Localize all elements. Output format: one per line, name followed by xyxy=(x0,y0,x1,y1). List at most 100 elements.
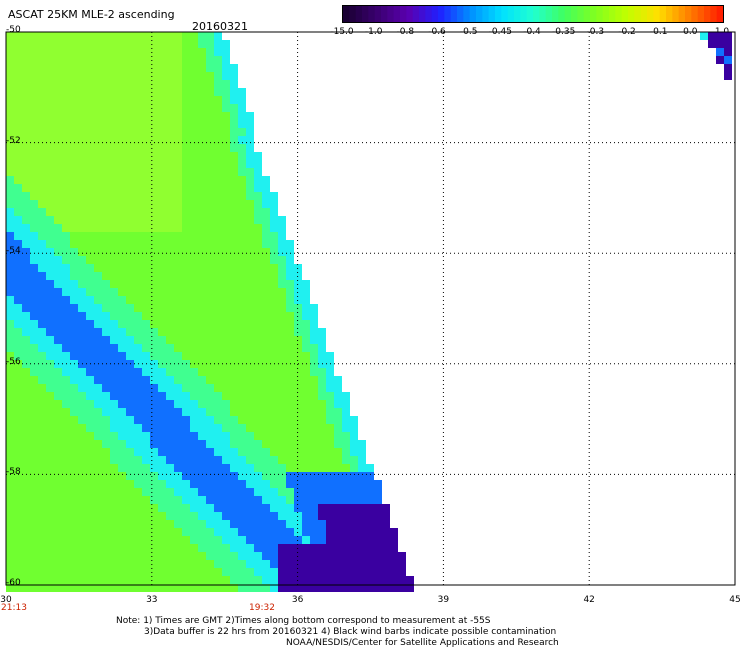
swath-cell xyxy=(70,384,78,392)
swath-cell xyxy=(334,408,342,416)
swath-cell xyxy=(206,232,214,240)
swath-cell xyxy=(30,576,38,584)
swath-cell xyxy=(158,320,166,328)
swath-cell xyxy=(102,216,110,224)
swath-cell xyxy=(278,256,286,264)
swath-cell xyxy=(86,160,94,168)
swath-cell xyxy=(142,168,150,176)
swath-cell xyxy=(326,456,334,464)
swath-cell xyxy=(190,456,198,464)
swath-cell xyxy=(110,560,118,568)
swath-cell xyxy=(182,40,190,48)
swath-cell xyxy=(102,472,110,480)
swath-cell xyxy=(182,560,190,568)
swath-cell xyxy=(118,368,126,376)
swath-cell xyxy=(278,584,286,592)
swath-cell xyxy=(150,32,158,40)
swath-cell xyxy=(254,344,262,352)
swath-cell xyxy=(126,248,134,256)
swath-cell xyxy=(342,400,350,408)
swath-cell xyxy=(54,352,62,360)
swath-cell xyxy=(254,272,262,280)
swath-cell xyxy=(190,368,198,376)
swath-cell xyxy=(6,136,14,144)
swath-cell xyxy=(374,512,382,520)
swath-cell xyxy=(198,568,206,576)
swath-cell xyxy=(310,488,318,496)
swath-cell xyxy=(270,376,278,384)
swath-cell xyxy=(190,48,198,56)
swath-cell xyxy=(230,400,238,408)
swath-cell xyxy=(150,48,158,56)
swath-cell xyxy=(110,416,118,424)
swath-cell xyxy=(254,152,262,160)
swath-cell xyxy=(190,344,198,352)
swath-cell xyxy=(214,552,222,560)
swath-cell xyxy=(78,496,86,504)
swath-cell xyxy=(182,176,190,184)
swath-cell xyxy=(62,376,70,384)
swath-cell xyxy=(230,416,238,424)
swath-cell xyxy=(230,432,238,440)
swath-cell xyxy=(78,128,86,136)
swath-cell xyxy=(302,552,310,560)
swath-cell xyxy=(182,552,190,560)
swath-cell xyxy=(70,536,78,544)
swath-cell xyxy=(142,48,150,56)
swath-cell xyxy=(86,464,94,472)
swath-cell xyxy=(46,456,54,464)
swath-cell xyxy=(222,224,230,232)
swath-cell xyxy=(118,120,126,128)
swath-cell xyxy=(46,48,54,56)
swath-cell xyxy=(390,560,398,568)
swath-cell xyxy=(70,448,78,456)
swath-cell xyxy=(206,256,214,264)
swath-cell xyxy=(166,256,174,264)
swath-cell xyxy=(198,472,206,480)
swath-cell xyxy=(302,488,310,496)
swath-cell xyxy=(14,368,22,376)
swath-cell xyxy=(302,576,310,584)
swath-cell xyxy=(222,192,230,200)
swath-cell xyxy=(86,240,94,248)
swath-cell xyxy=(54,80,62,88)
swath-cell xyxy=(254,200,262,208)
swath-cell xyxy=(198,136,206,144)
swath-cell xyxy=(190,440,198,448)
swath-cell xyxy=(190,408,198,416)
swath-cell xyxy=(86,32,94,40)
swath-cell xyxy=(366,496,374,504)
swath-cell xyxy=(14,248,22,256)
swath-cell xyxy=(190,568,198,576)
swath-cell xyxy=(254,544,262,552)
swath-cell xyxy=(174,64,182,72)
swath-cell xyxy=(14,544,22,552)
swath-cell xyxy=(150,72,158,80)
swath-cell xyxy=(150,144,158,152)
swath-cell xyxy=(358,528,366,536)
swath-cell xyxy=(230,424,238,432)
longitude-label: 42 xyxy=(583,595,595,605)
swath-cell xyxy=(230,184,238,192)
swath-cell xyxy=(14,264,22,272)
swath-cell xyxy=(238,184,246,192)
swath-cell xyxy=(30,96,38,104)
swath-cell xyxy=(174,264,182,272)
swath-cell xyxy=(54,496,62,504)
swath-cell xyxy=(278,216,286,224)
swath-cell xyxy=(182,264,190,272)
swath-cell xyxy=(254,400,262,408)
swath-cell xyxy=(182,312,190,320)
swath-cell xyxy=(134,104,142,112)
swath-cell xyxy=(190,304,198,312)
swath-cell xyxy=(30,376,38,384)
swath-cell xyxy=(118,184,126,192)
swath-cell xyxy=(70,64,78,72)
swath-cell xyxy=(142,488,150,496)
swath-cell xyxy=(110,56,118,64)
swath-cell xyxy=(150,112,158,120)
swath-cell xyxy=(38,544,46,552)
swath-cell xyxy=(302,472,310,480)
swath-cell xyxy=(134,528,142,536)
swath-cell xyxy=(198,176,206,184)
